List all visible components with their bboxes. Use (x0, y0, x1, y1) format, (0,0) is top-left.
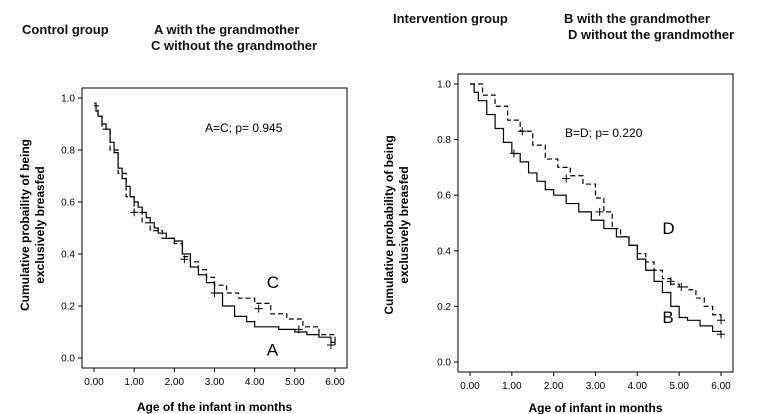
control-curve-label-c: C (267, 273, 279, 292)
control-x-axis-label: Age of the infant in months (137, 400, 293, 414)
legend-a-text: A with the grandmother (154, 22, 300, 37)
control-y-tick-label: 0.2 (61, 302, 75, 313)
control-y-axis-label-line1: Cumulative probaility of being (18, 139, 32, 311)
control-series-a-curve (94, 102, 336, 345)
intervention-y-tick-label: 0.2 (437, 302, 451, 313)
control-x-tick-label: 3.00 (205, 377, 225, 388)
intervention-x-tick-label: 2.00 (544, 381, 564, 392)
control-series-c-curve (94, 105, 336, 345)
control-censor-mark (180, 255, 189, 264)
control-x-tick-label: 2.00 (165, 377, 185, 388)
right-header: Intervention group (393, 11, 508, 26)
intervention-y-tick-label: 0.6 (437, 191, 451, 202)
intervention-group-title: Intervention group (393, 11, 508, 26)
control-x-tick-label: 6.00 (325, 377, 345, 388)
control-x-tick-label: 5.00 (285, 377, 305, 388)
intervention-censor-mark (595, 207, 604, 216)
intervention-censor-mark (562, 174, 571, 183)
intervention-x-tick-label: 6.00 (711, 381, 731, 392)
control-curve-label-a: A (267, 340, 279, 359)
control-y-tick-label: 0.6 (61, 198, 75, 209)
intervention-y-tick-label: 0.0 (437, 358, 451, 369)
intervention-curve-label-b: B (662, 308, 673, 327)
intervention-censor-mark (717, 316, 725, 325)
legend-d-text: D without the grandmother (568, 27, 735, 42)
intervention-p-value-annotation: B=D; p= 0.220 (565, 126, 643, 140)
control-x-tick-label: 4.00 (245, 377, 265, 388)
intervention-curve-label-d: D (662, 219, 674, 238)
legend-c-text: C without the grandmother (151, 38, 318, 53)
control-censor-mark (294, 325, 303, 334)
right-legend: B with the grandmother D without the gra… (560, 11, 734, 43)
intervention-censor-mark (666, 277, 675, 286)
control-censor-mark (254, 304, 263, 313)
intervention-y-tick-label: 0.8 (437, 135, 451, 146)
intervention-x-tick-label: 4.00 (628, 381, 648, 392)
control-censor-mark (210, 289, 219, 297)
intervention-x-axis-label: Age of infant in months (529, 401, 663, 414)
control-y-axis-label-line2: exclusively breasfed (33, 166, 47, 283)
control-x-tick-label: 1.00 (124, 377, 144, 388)
intervention-y-axis-label-line1: Cumulative probability of being (382, 135, 396, 314)
intervention-y-tick-label: 0.4 (437, 246, 451, 257)
intervention-censor-mark (717, 330, 725, 339)
control-y-tick-label: 0.8 (61, 146, 75, 157)
control-censor-mark (326, 341, 335, 349)
intervention-censor-mark (509, 149, 518, 158)
control-p-value-annotation: A=C; p= 0.945 (205, 121, 283, 135)
left-legend: A with the grandmother C without the gra… (151, 22, 317, 54)
control-censor-mark (130, 208, 139, 217)
intervention-plot-frame (457, 73, 734, 373)
intervention-series-b-curve (470, 83, 722, 335)
intervention-x-tick-label: 3.00 (586, 381, 606, 392)
intervention-x-tick-label: 5.00 (669, 381, 689, 392)
intervention-y-axis-label-line2: exclusively breasfed (397, 166, 411, 283)
intervention-y-tick-label: 1.0 (437, 80, 451, 91)
intervention-x-tick-label: 1.00 (502, 381, 522, 392)
control-y-tick-label: 0.0 (61, 354, 75, 365)
control-x-tick-label: 0.00 (84, 377, 104, 388)
intervention-censor-mark (677, 282, 686, 291)
control-y-tick-label: 1.0 (61, 94, 75, 105)
intervention-censor-mark (518, 127, 527, 136)
intervention-series-d-curve (470, 83, 722, 321)
left-header: Control group (22, 22, 109, 37)
legend-b-text: B with the grandmother (564, 11, 710, 26)
control-y-tick-label: 0.4 (61, 250, 75, 261)
intervention-x-tick-label: 0.00 (460, 381, 480, 392)
control-group-title: Control group (22, 22, 109, 37)
